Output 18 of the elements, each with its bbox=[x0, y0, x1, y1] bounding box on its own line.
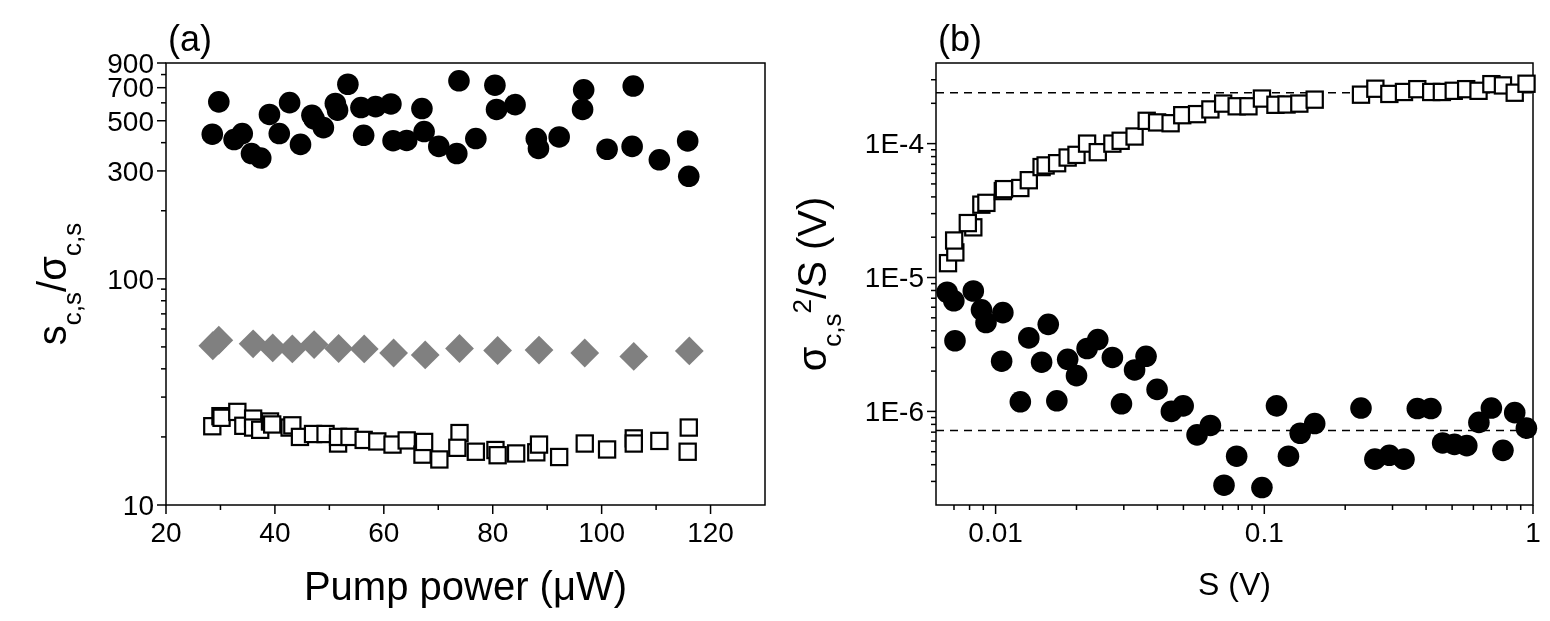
x-tick-label: 80 bbox=[477, 517, 509, 548]
x-axis-title: S (V) bbox=[1198, 566, 1271, 602]
x-tick-label: 0.1 bbox=[1244, 517, 1284, 548]
chart-title: (b) bbox=[938, 18, 982, 59]
y-tick-label: 100 bbox=[107, 263, 154, 295]
x-tick-label: 100 bbox=[578, 517, 625, 548]
y-tick-label: 1E-6 bbox=[864, 396, 924, 428]
x-tick-label: 40 bbox=[259, 517, 291, 548]
y-tick-label: 1E-4 bbox=[864, 128, 924, 160]
chart-title: (a) bbox=[168, 18, 212, 59]
x-axis-title: Pump power (μW) bbox=[303, 564, 628, 608]
y-tick-label: 300 bbox=[107, 155, 154, 187]
x-tick-label: 60 bbox=[368, 517, 400, 548]
x-tick-label: 120 bbox=[687, 517, 734, 548]
x-tick-label: 1 bbox=[1525, 517, 1541, 548]
y-tick-label: 1E-5 bbox=[864, 262, 924, 294]
y-tick-label: 500 bbox=[107, 105, 154, 137]
x-tick-label: 0.01 bbox=[968, 517, 1023, 548]
